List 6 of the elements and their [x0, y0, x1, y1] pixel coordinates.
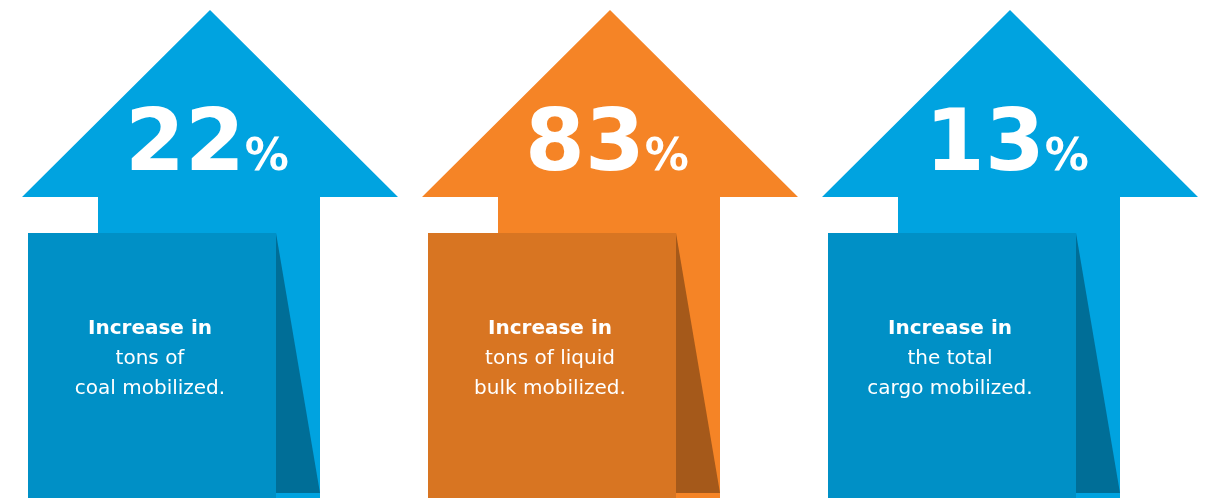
- data-label: 22%: [125, 90, 289, 190]
- category-label: Increase in the total cargo mobilized.: [867, 315, 1033, 399]
- category-label: Increase in tons of liquid bulk mobilized.: [474, 315, 626, 399]
- data-label: 83%: [525, 90, 689, 190]
- category-label: Increase in tons of coal mobilized.: [74, 315, 226, 399]
- data-label: 13%: [925, 90, 1089, 190]
